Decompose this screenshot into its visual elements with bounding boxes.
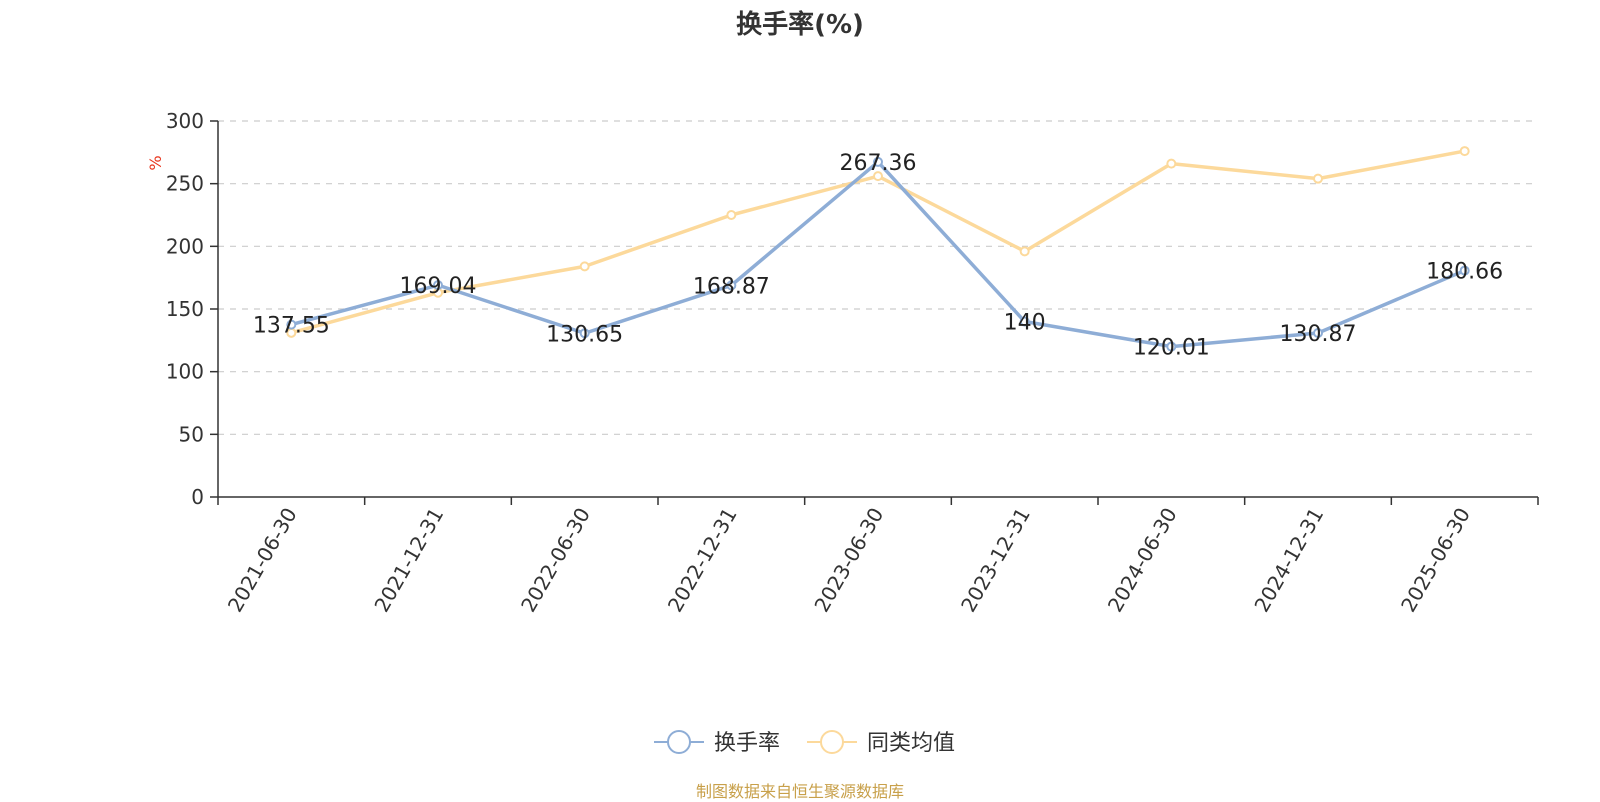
data-label: 180.66 — [1426, 260, 1503, 285]
chart-title: 换手率(%) — [736, 10, 864, 40]
data-point — [1459, 265, 1470, 276]
source-note: 制图数据来自恒生聚源数据库 — [695, 782, 904, 801]
data-point — [1313, 173, 1323, 184]
legend-label: 换手率 — [714, 731, 780, 756]
y-tick-label: 0 — [191, 485, 204, 509]
data-point — [286, 319, 297, 330]
x-tick-label: 2024-06-30 — [1103, 504, 1182, 617]
data-label: 169.04 — [400, 274, 477, 299]
data-label: 267.36 — [840, 151, 917, 176]
data-point — [579, 328, 590, 339]
y-tick-label: 300 — [166, 109, 204, 133]
legend-marker — [820, 730, 844, 754]
data-point — [873, 156, 883, 167]
legend-marker — [667, 730, 691, 754]
data-label: 130.65 — [546, 322, 623, 347]
data-label: 140 — [1004, 311, 1046, 336]
data-point — [579, 261, 590, 272]
x-tick-label: 2023-12-31 — [956, 504, 1035, 617]
x-tick-label: 2024-12-31 — [1249, 504, 1328, 617]
legend-item-peer-average: 同类均值 — [807, 730, 955, 756]
data-point — [1166, 341, 1177, 352]
data-point — [1166, 158, 1177, 169]
data-label: 168.87 — [693, 274, 770, 299]
series-lines — [286, 146, 1470, 352]
legend: 换手率 同类均值 — [654, 730, 955, 756]
data-point — [873, 171, 883, 182]
x-tick-label: 2021-06-30 — [223, 504, 302, 617]
data-point — [726, 210, 737, 220]
data-label: 120.01 — [1133, 336, 1210, 361]
x-tick-label: 2022-12-31 — [663, 504, 742, 617]
series-line-turnover — [289, 160, 1467, 349]
data-labels: 137.55 169.04 130.65 168.87 267.36 140 120.01 1… — [253, 151, 1503, 361]
data-point — [726, 280, 737, 291]
x-tick-label: 2023-06-30 — [809, 504, 888, 617]
x-tick-label: 2022-06-30 — [516, 504, 595, 617]
y-tick-label: 200 — [166, 234, 204, 258]
legend-item-turnover: 换手率 — [654, 730, 780, 756]
data-point — [433, 280, 443, 291]
data-label: 130.87 — [1280, 322, 1357, 347]
data-point — [1019, 316, 1030, 327]
x-tick-label: 2025-06-30 — [1396, 504, 1475, 617]
data-point — [1019, 246, 1030, 257]
y-tick-label: 250 — [166, 172, 204, 196]
data-label: 137.55 — [253, 314, 330, 339]
y-tick-label: 50 — [179, 422, 204, 446]
x-tick-label: 2021-12-31 — [369, 504, 448, 617]
y-tick-label: 100 — [166, 360, 204, 384]
legend-label: 同类均值 — [867, 731, 955, 756]
data-point — [1313, 327, 1323, 338]
y-tick-label: 150 — [166, 297, 204, 321]
data-point — [1459, 146, 1470, 157]
grid-lines — [218, 120, 1538, 435]
y-axis-unit: % — [146, 155, 165, 170]
